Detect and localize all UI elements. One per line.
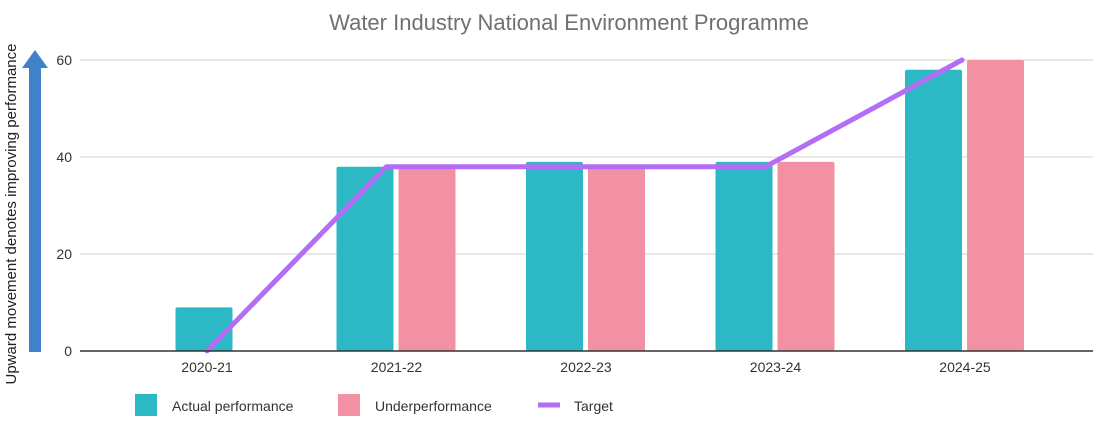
- y-tick-labels: 0 20 40 60: [56, 52, 72, 359]
- bar-actual-performance-2020-21: [175, 307, 233, 351]
- x-tick-label: 2024-25: [939, 359, 991, 375]
- bar-actual-performance-2022-23: [526, 161, 583, 351]
- x-tick-labels: 2020-21 2021-22 2022-23 2023-24 2024-25: [181, 359, 991, 375]
- legend-label-actual: Actual performance: [172, 398, 294, 414]
- target-series-line: [204, 57, 965, 354]
- bar-actual-performance-2024-25: [905, 69, 962, 351]
- bar-underperformance-2021-22: [398, 166, 456, 351]
- bar-underperformance-2023-24: [777, 161, 835, 351]
- x-tick-label: 2022-23: [560, 359, 612, 375]
- bar-underperformance-2022-23: [588, 166, 645, 351]
- x-tick-label: 2021-22: [371, 359, 423, 375]
- y-tick-label: 20: [56, 246, 72, 262]
- x-tick-label: 2020-21: [181, 359, 233, 375]
- bar-actual-performance-2023-24: [715, 161, 773, 351]
- legend-label-underperformance: Underperformance: [375, 398, 492, 414]
- legend-swatch-actual: [135, 394, 157, 416]
- target-line: [204, 57, 965, 354]
- legend-swatch-underperformance: [338, 394, 360, 416]
- legend-label-target: Target: [574, 398, 613, 414]
- y-axis-arrow: [22, 50, 48, 352]
- y-tick-label: 40: [56, 149, 72, 165]
- legend: Actual performance Underperformance Targ…: [135, 394, 613, 416]
- x-tick-label: 2023-24: [750, 359, 802, 375]
- bar-underperformance-2024-25: [967, 60, 1024, 351]
- bars: [175, 60, 1024, 351]
- y-tick-label: 60: [56, 52, 72, 68]
- bar-actual-performance-2021-22: [336, 166, 394, 351]
- y-tick-label: 0: [64, 343, 72, 359]
- chart-title: Water Industry National Environment Prog…: [329, 10, 809, 35]
- y-axis-label: Upward movement denotes improving perfor…: [3, 44, 20, 385]
